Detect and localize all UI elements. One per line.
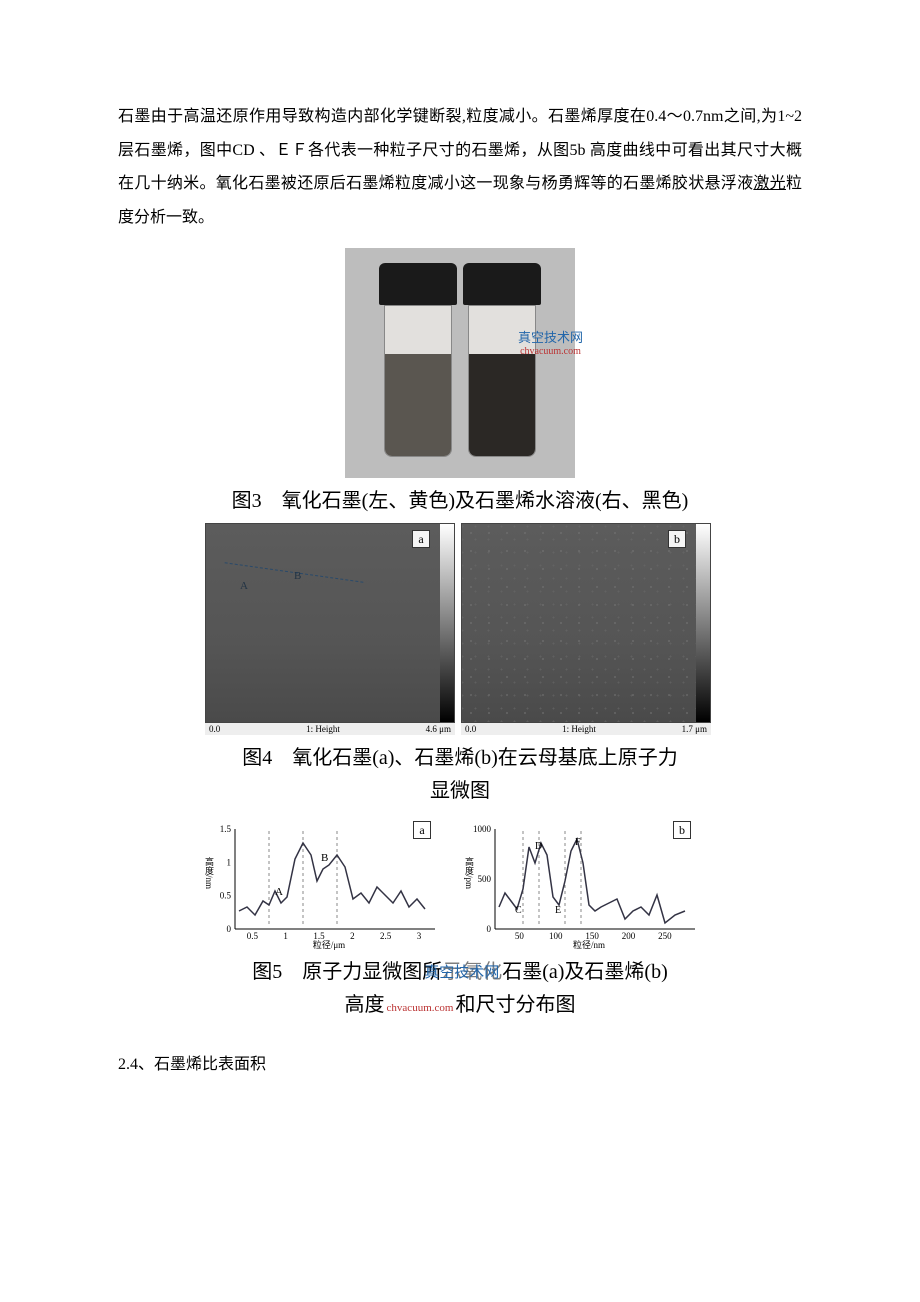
svg-text:0.5: 0.5: [220, 891, 232, 901]
svg-text:C: C: [515, 905, 522, 916]
fig5-b-label: b: [673, 821, 691, 839]
fig4-a-ptB: B: [294, 570, 301, 582]
vial-left: [378, 263, 458, 463]
fig4-b-speckles: [462, 524, 710, 722]
vial-right-body: [468, 305, 536, 457]
fig4-panel-b: b 0.0 1: Height 1.7 μm: [461, 523, 711, 735]
paragraph-underline: 激光: [753, 175, 786, 192]
fig4-image-b: b: [461, 523, 711, 723]
svg-text:D: D: [535, 841, 542, 852]
fig5-wm1: 真空技术网: [424, 961, 499, 982]
fig4-caption-line2: 显微图: [430, 774, 490, 803]
fig5-cap1-before: 图5 原子力显微图所: [252, 961, 442, 983]
figure-5: 00.511.5 0.511.522.53 A B a 高度/nm 粒径/μm …: [118, 813, 802, 1025]
fig5-cap1-after: 石墨(a)及石墨烯(b): [502, 961, 668, 983]
fig5-chart-a: 00.511.5 0.511.522.53 A B a 高度/nm 粒径/μm: [205, 819, 453, 949]
fig5-chart-b: 05001000 50100150200250 C D E F b 高度/pm …: [465, 819, 713, 949]
section-heading: 2.4、石墨烯比表面积: [118, 1049, 802, 1081]
figure-3: 真空技术网 chvacuum.com 图3 氧化石墨(左、黄色)及石墨烯水溶液(…: [118, 248, 802, 521]
fig4-a-scalebar: [440, 524, 454, 722]
svg-text:F: F: [575, 837, 581, 848]
fig5-b-ylabel: 高度/pm: [463, 857, 476, 889]
fig4-b-scalebar: [696, 524, 710, 722]
vial-left-cap: [379, 263, 457, 305]
fig4-a-axis-left: 0.0: [209, 724, 220, 734]
fig4-b-axis: 0.0 1: Height 1.7 μm: [461, 723, 711, 735]
fig4-images: a A B 0.0 1: Height 4.6 μm b 0.0 1: Heig…: [205, 523, 715, 735]
fig4-b-label: b: [668, 530, 686, 548]
fig5-a-xlabel: 粒径/μm: [205, 938, 453, 951]
fig4-a-ptA: A: [240, 580, 248, 592]
fig4-a-axis: 0.0 1: Height 4.6 μm: [205, 723, 455, 735]
fig5-caption-line2: 高度chvacuum.com和尺寸分布图: [345, 988, 576, 1017]
watermark-line2: chvacuum.com: [518, 346, 583, 358]
fig4-a-axis-center: 1: Height: [306, 724, 340, 734]
fig4-caption-line1: 图4 氧化石墨(a)、石墨烯(b)在云母基底上原子力: [242, 741, 678, 770]
figure-4: a A B 0.0 1: Height 4.6 μm b 0.0 1: Heig…: [118, 523, 802, 811]
svg-text:500: 500: [478, 874, 492, 884]
svg-text:0: 0: [487, 924, 492, 934]
vial-left-liquid: [385, 354, 451, 456]
fig3-caption: 图3 氧化石墨(左、黄色)及石墨烯水溶液(右、黑色): [232, 484, 689, 513]
fig5-b-xlabel: 粒径/nm: [465, 938, 713, 951]
svg-text:1000: 1000: [473, 824, 492, 834]
vial-right-liquid: [469, 354, 535, 456]
fig5-wm2: chvacuum.com: [385, 1002, 456, 1014]
svg-text:1.5: 1.5: [220, 824, 232, 834]
fig4-image-a: a A B: [205, 523, 455, 723]
fig5-cap2-before: 高度: [345, 994, 385, 1016]
vial-left-body: [384, 305, 452, 457]
fig4-a-axis-right: 4.6 μm: [426, 724, 451, 734]
svg-text:1: 1: [227, 858, 232, 868]
fig4-b-axis-center: 1: Height: [562, 724, 596, 734]
svg-text:E: E: [555, 905, 561, 916]
fig4-panel-a: a A B 0.0 1: Height 4.6 μm: [205, 523, 455, 735]
fig5-caption-line1: 图5 原子力显微图所示氧化真空技术网石墨(a)及石墨烯(b): [252, 955, 668, 984]
body-paragraph: 石墨由于高温还原作用导致构造内部化学键断裂,粒度减小。石墨烯厚度在0.4～0.7…: [118, 100, 802, 234]
vial-right: [462, 263, 542, 463]
fig4-b-axis-right: 1.7 μm: [682, 724, 707, 734]
fig3-image: 真空技术网 chvacuum.com: [345, 248, 575, 478]
fig4-b-axis-left: 0.0: [465, 724, 476, 734]
watermark-fig3: 真空技术网 chvacuum.com: [518, 330, 583, 358]
fig5-a-label: a: [413, 821, 431, 839]
fig4-a-label: a: [412, 530, 430, 548]
svg-text:B: B: [321, 852, 328, 864]
vial-right-cap: [463, 263, 541, 305]
fig5-cap2-after: 和尺寸分布图: [455, 994, 575, 1016]
svg-text:0: 0: [227, 924, 232, 934]
fig5-a-ylabel: 高度/nm: [203, 857, 216, 889]
paragraph-part1: 石墨由于高温还原作用导致构造内部化学键断裂,粒度减小。石墨烯厚度在0.4～0.7…: [118, 108, 802, 192]
svg-text:A: A: [275, 886, 283, 898]
watermark-line1: 真空技术网: [518, 330, 583, 346]
fig5-charts: 00.511.5 0.511.522.53 A B a 高度/nm 粒径/μm …: [205, 819, 715, 949]
